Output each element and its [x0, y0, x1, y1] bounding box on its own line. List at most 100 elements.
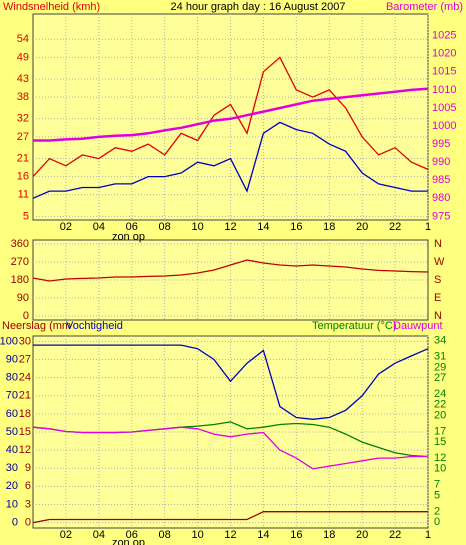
- y2-tick-label: 1015: [432, 66, 456, 78]
- y-tick-label: 16: [17, 171, 29, 183]
- y2-tick-label: E: [434, 292, 441, 304]
- y3-tick-label: 9: [25, 462, 31, 474]
- x-tick-label: 08: [159, 529, 171, 541]
- y2-tick-label: 1020: [432, 48, 456, 60]
- y2-tick-label: W: [434, 256, 445, 268]
- y-tick-label: 90: [17, 292, 29, 304]
- x-tick-label: 16: [290, 529, 302, 541]
- x-tick-label: 08: [159, 221, 171, 233]
- chart-title: 24 hour graph day : 16 August 2007: [171, 1, 346, 13]
- x-tick-label: 12: [224, 529, 236, 541]
- x-tick-label: 12: [224, 221, 236, 233]
- y2-tick-label: 1005: [432, 102, 456, 114]
- y2-tick-label: 1025: [432, 30, 456, 42]
- y-tick-label: 70: [6, 390, 18, 402]
- x-tick-label: 04: [93, 221, 105, 233]
- y2-tick-label: 20: [434, 409, 446, 421]
- y3-tick-label: 6: [25, 480, 31, 492]
- y3-tick-label: 21: [19, 390, 31, 402]
- y-tick-label: 32: [17, 113, 29, 125]
- y2-tick-label: 975: [432, 210, 450, 222]
- y-tick-label: 0: [23, 310, 29, 322]
- y2-tick-label: 12: [434, 452, 446, 464]
- x-tick-label: 22: [389, 221, 401, 233]
- y2-axis-label: Barometer (mb): [386, 1, 463, 13]
- y2-tick-label: 995: [432, 138, 450, 150]
- y2-tick-label: 990: [432, 156, 450, 168]
- y2-tick-label: 980: [432, 192, 450, 204]
- y2-tick-label: 34: [434, 335, 446, 347]
- y-tick-label: 180: [11, 274, 29, 286]
- y2-tick-label: 10: [434, 463, 446, 475]
- y2-tick-label: 7: [434, 479, 440, 491]
- x-tick-label: 06: [126, 221, 138, 233]
- y2-tick-label: 0: [434, 516, 440, 528]
- y-tick-label: 49: [17, 51, 29, 63]
- x-tick-label: 20: [356, 221, 368, 233]
- x-tick-label: 18: [323, 529, 335, 541]
- x-tick-label: 02: [60, 529, 72, 541]
- series-label: Dauwpunt: [393, 320, 443, 332]
- y-tick-label: 80: [6, 372, 18, 384]
- series-line: [32, 511, 428, 524]
- y2-tick-label: 985: [432, 174, 450, 186]
- y2-tick-label: 1010: [432, 84, 456, 96]
- series-label: Neerslag (mm: [2, 320, 71, 332]
- x-tick-label: 10: [191, 529, 203, 541]
- y-tick-label: 40: [6, 444, 18, 456]
- y-tick-label: 50: [6, 426, 18, 438]
- y3-tick-label: 27: [19, 353, 31, 365]
- series-label: Temperatuur (°C): [312, 320, 396, 332]
- y-tick-label: 10: [6, 498, 18, 510]
- y-tick-label: 38: [17, 91, 29, 103]
- y-tick-label: 100: [0, 335, 18, 347]
- y2-tick-label: 17: [434, 425, 446, 437]
- series-line: [32, 121, 428, 199]
- series-line: [32, 56, 429, 178]
- y-tick-label: 60: [6, 408, 18, 420]
- y3-tick-label: 0: [25, 516, 31, 528]
- y-tick-label: 30: [6, 462, 18, 474]
- y3-tick-label: 18: [19, 408, 31, 420]
- series-label: Vochtigheid: [66, 320, 123, 332]
- y-tick-label: 90: [6, 353, 18, 365]
- x-tick-label: 14: [257, 221, 269, 233]
- y-tick-label: 21: [17, 152, 29, 164]
- y2-tick-label: 5: [434, 489, 440, 501]
- x-tick-label: 04: [93, 529, 105, 541]
- y2-tick-label: 1000: [432, 120, 456, 132]
- y3-tick-label: 12: [19, 444, 31, 456]
- y3-tick-label: 3: [25, 498, 31, 510]
- y-tick-label: 27: [17, 131, 29, 143]
- y2-tick-label: 24: [434, 388, 446, 400]
- x-tick-label: 14: [257, 529, 269, 541]
- series-line: [33, 87, 429, 142]
- annotation: zon op: [112, 537, 145, 545]
- y-tick-label: 5: [23, 210, 29, 222]
- x-tick-label: 22: [389, 529, 401, 541]
- y-tick-label: 54: [17, 33, 29, 45]
- annotation: zon op: [112, 231, 145, 243]
- y-tick-label: 0: [12, 516, 18, 528]
- y2-tick-label: 15: [434, 436, 446, 448]
- x-tick-label: 1: [425, 221, 431, 233]
- y2-tick-label: S: [434, 274, 441, 286]
- y-tick-label: 20: [6, 480, 18, 492]
- y2-tick-label: 22: [434, 399, 446, 411]
- y3-tick-label: 30: [19, 335, 31, 347]
- y2-tick-label: N: [434, 238, 442, 250]
- x-tick-label: 02: [60, 221, 72, 233]
- x-tick-label: 1: [425, 529, 431, 541]
- x-tick-label: 16: [290, 221, 302, 233]
- y-tick-label: 43: [17, 73, 29, 85]
- x-tick-label: 10: [191, 221, 203, 233]
- y-tick-label: 270: [11, 256, 29, 268]
- y-axis-label: Windsnelheid (kmh): [3, 1, 100, 13]
- y-tick-label: 11: [18, 189, 29, 201]
- y2-tick-label: 27: [434, 372, 446, 384]
- x-tick-label: 20: [356, 529, 368, 541]
- y2-tick-label: 29: [434, 361, 446, 373]
- x-tick-label: 06: [126, 529, 138, 541]
